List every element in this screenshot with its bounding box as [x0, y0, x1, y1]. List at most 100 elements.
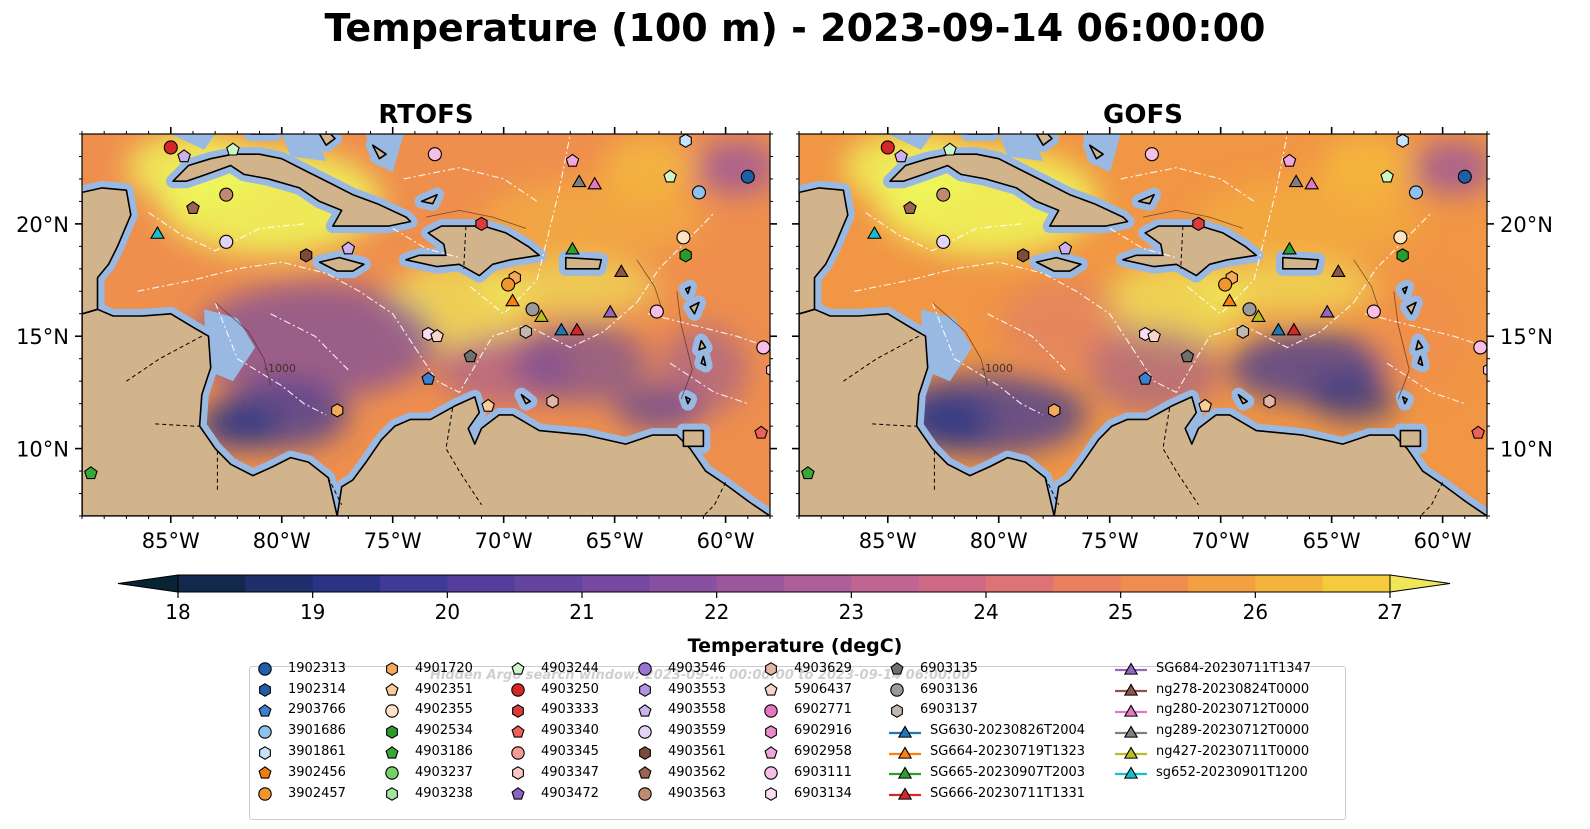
marker-ng278	[613, 264, 629, 277]
legend-symbol	[1123, 766, 1139, 780]
legend-label: SG664-20230719T1323	[930, 744, 1086, 760]
legend-marker-icon	[764, 766, 778, 781]
legend-item: 4903559	[636, 720, 726, 741]
legend-item: 2903766	[256, 700, 346, 721]
marker-4903244	[943, 142, 957, 156]
legend-marker-icon	[511, 787, 525, 800]
legend-symbol	[638, 787, 652, 801]
legend-label: 4903340	[541, 723, 599, 739]
marker-6903137	[519, 324, 533, 339]
legend-item: 3901686	[256, 720, 346, 741]
colorbar-label: Temperature (degC)	[687, 635, 903, 657]
marker-6903111b	[1366, 304, 1381, 319]
marker-4903333	[475, 216, 488, 232]
legend-symbol	[511, 724, 525, 738]
legend-symbol	[259, 683, 271, 698]
legend-item: 6902916	[762, 720, 852, 741]
marker-4903563	[936, 187, 951, 202]
marker-4903561	[299, 248, 313, 263]
marker-6903135	[1180, 349, 1195, 363]
marker-SG666	[1286, 322, 1302, 336]
legend-symbol	[890, 683, 904, 697]
legend-item: 4903558	[636, 700, 726, 721]
marker-3902457	[1218, 277, 1233, 292]
lat-tick-label: 20°N	[16, 213, 69, 237]
legend-item: 4903347	[509, 762, 599, 783]
legend-label: 6903134	[794, 785, 852, 801]
legend-symbol	[512, 704, 524, 718]
legend-item: 4903629	[762, 658, 852, 679]
marker-SG664	[505, 293, 520, 307]
marker-ng280	[587, 176, 603, 190]
legend-item: ng289-20230712T0000	[1114, 720, 1311, 741]
legend-item: SG664-20230719T1323	[888, 741, 1085, 762]
legend-item: 4903333	[509, 700, 599, 721]
marker-4903244	[226, 142, 240, 156]
legend-symbol	[897, 787, 913, 800]
lon-tick-label: 85°W	[142, 529, 200, 553]
lat-tick-label: 15°N	[16, 325, 69, 349]
marker-4903186	[801, 466, 815, 480]
legend-symbol	[638, 704, 652, 717]
legend-marker-icon	[889, 745, 921, 759]
legend-marker-icon	[258, 704, 272, 717]
legend-item: 4903563	[636, 783, 726, 804]
marker-6903111c	[756, 340, 770, 355]
legend-label: 3901861	[288, 744, 346, 760]
legend-item: 4902355	[383, 700, 473, 721]
legend-symbol	[638, 662, 652, 677]
legend-item: 5906437	[762, 679, 852, 700]
legend-label: 2903766	[288, 702, 346, 718]
legend-item: 4902351	[383, 679, 473, 700]
marker-ng427	[533, 309, 549, 322]
legend-symbol	[891, 704, 903, 718]
legend-label: 4903472	[541, 785, 599, 801]
legend-label: 4903558	[668, 702, 726, 718]
marker-3901686	[691, 185, 707, 200]
marker-6903135	[463, 349, 478, 363]
legend-symbol	[386, 724, 398, 739]
contour-label: -1000	[981, 362, 1013, 375]
legend-item: 3902456	[256, 762, 346, 783]
legend-symbol	[764, 766, 778, 781]
legend-symbol	[638, 725, 652, 739]
legend-item: sg652-20230901T1200	[1114, 762, 1311, 783]
legend-symbol	[897, 745, 913, 759]
legend-marker-icon	[1115, 662, 1147, 676]
marker-4902355	[1393, 230, 1408, 245]
legend-marker-icon	[638, 766, 652, 779]
marker-SG684	[1319, 304, 1335, 318]
map-frame	[798, 133, 1488, 517]
legend-marker-icon	[638, 787, 652, 801]
marker-SG665	[1282, 241, 1297, 255]
contour-label: -1000	[264, 362, 296, 375]
legend-label: 4903562	[668, 764, 726, 780]
legend-label: 4903559	[668, 723, 726, 739]
marker-1902313	[740, 169, 755, 184]
marker-4902534	[679, 248, 692, 263]
marker-6903137	[1236, 324, 1250, 339]
legend-label: SG684-20230711T1347	[1156, 660, 1312, 676]
legend-marker-icon	[638, 725, 652, 739]
legend-label: 4903244	[541, 660, 599, 676]
marker-ng289	[571, 174, 587, 188]
legend-item: SG630-20230826T2004	[888, 720, 1085, 741]
eez-boundaries	[854, 134, 1487, 416]
figure-title: Temperature (100 m) - 2023-09-14 06:00:0…	[324, 6, 1266, 50]
legend-marker-icon	[891, 704, 903, 718]
legend-symbol	[511, 662, 525, 675]
marker-4903629	[546, 394, 559, 409]
legend-marker-icon	[1115, 766, 1147, 780]
legend-label: 4903333	[541, 702, 599, 718]
legend-item: 4903472	[509, 783, 599, 804]
legend-label: SG666-20230711T1331	[930, 785, 1086, 801]
marker-2903766	[421, 371, 436, 385]
legend-symbol	[897, 766, 913, 780]
marker-6903111	[1144, 147, 1159, 162]
legend-label: 6902958	[794, 744, 852, 760]
marker-4903558b	[1058, 241, 1073, 255]
legend-watermark: Hidden Argo search window: 2023-09-... 0…	[430, 668, 971, 683]
legend-marker-icon	[512, 766, 524, 781]
legend-marker-icon	[511, 745, 525, 760]
legend-label: 4903553	[668, 681, 726, 697]
